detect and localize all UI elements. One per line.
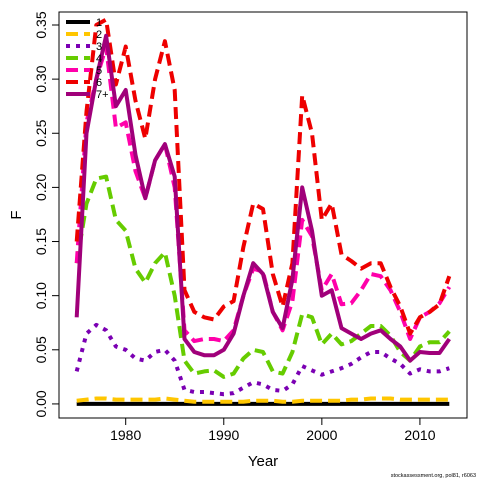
legend-label: 1 xyxy=(96,17,102,29)
legend-label: 7+ xyxy=(96,89,109,101)
x-tick-label: 2010 xyxy=(404,427,435,443)
x-tick-label: 2000 xyxy=(306,427,337,443)
x-axis-label: Year xyxy=(248,453,278,470)
y-tick-label: 0.35 xyxy=(33,11,49,38)
footnote: stockassessment.org, pol81, r6063 xyxy=(391,473,476,479)
y-tick-label: 0.20 xyxy=(33,174,49,201)
x-tick-label: 1990 xyxy=(208,427,239,443)
legend-label: 4 xyxy=(96,53,102,65)
y-tick-label: 0.10 xyxy=(33,282,49,309)
legend-label: 5 xyxy=(96,65,102,77)
x-axis: 1980 1990 2000 2010 xyxy=(110,418,436,443)
y-tick-label: 0.15 xyxy=(33,228,49,255)
legend-label: 6 xyxy=(96,77,102,89)
series-lines xyxy=(74,17,452,406)
y-tick-label: 0.30 xyxy=(33,65,49,92)
series-line-7plus xyxy=(74,33,451,363)
y-tick-label: 0.00 xyxy=(33,390,49,417)
plot-frame xyxy=(58,11,468,419)
y-tick-label: 0.05 xyxy=(33,336,49,363)
x-tick-label: 1980 xyxy=(110,427,141,443)
series-line-4 xyxy=(74,174,451,379)
series-line-2 xyxy=(76,396,450,404)
series-line-3 xyxy=(74,322,450,397)
y-tick-label: 0.25 xyxy=(33,119,49,146)
y-axis: 0.00 0.05 0.10 0.15 0.20 0.25 0.30 0.35 xyxy=(33,11,59,418)
series-line-6 xyxy=(74,17,452,336)
legend-label: 2 xyxy=(96,29,102,41)
series-line-5 xyxy=(74,44,452,344)
y-axis-label: F xyxy=(8,210,25,219)
legend-label: 3 xyxy=(96,41,102,53)
